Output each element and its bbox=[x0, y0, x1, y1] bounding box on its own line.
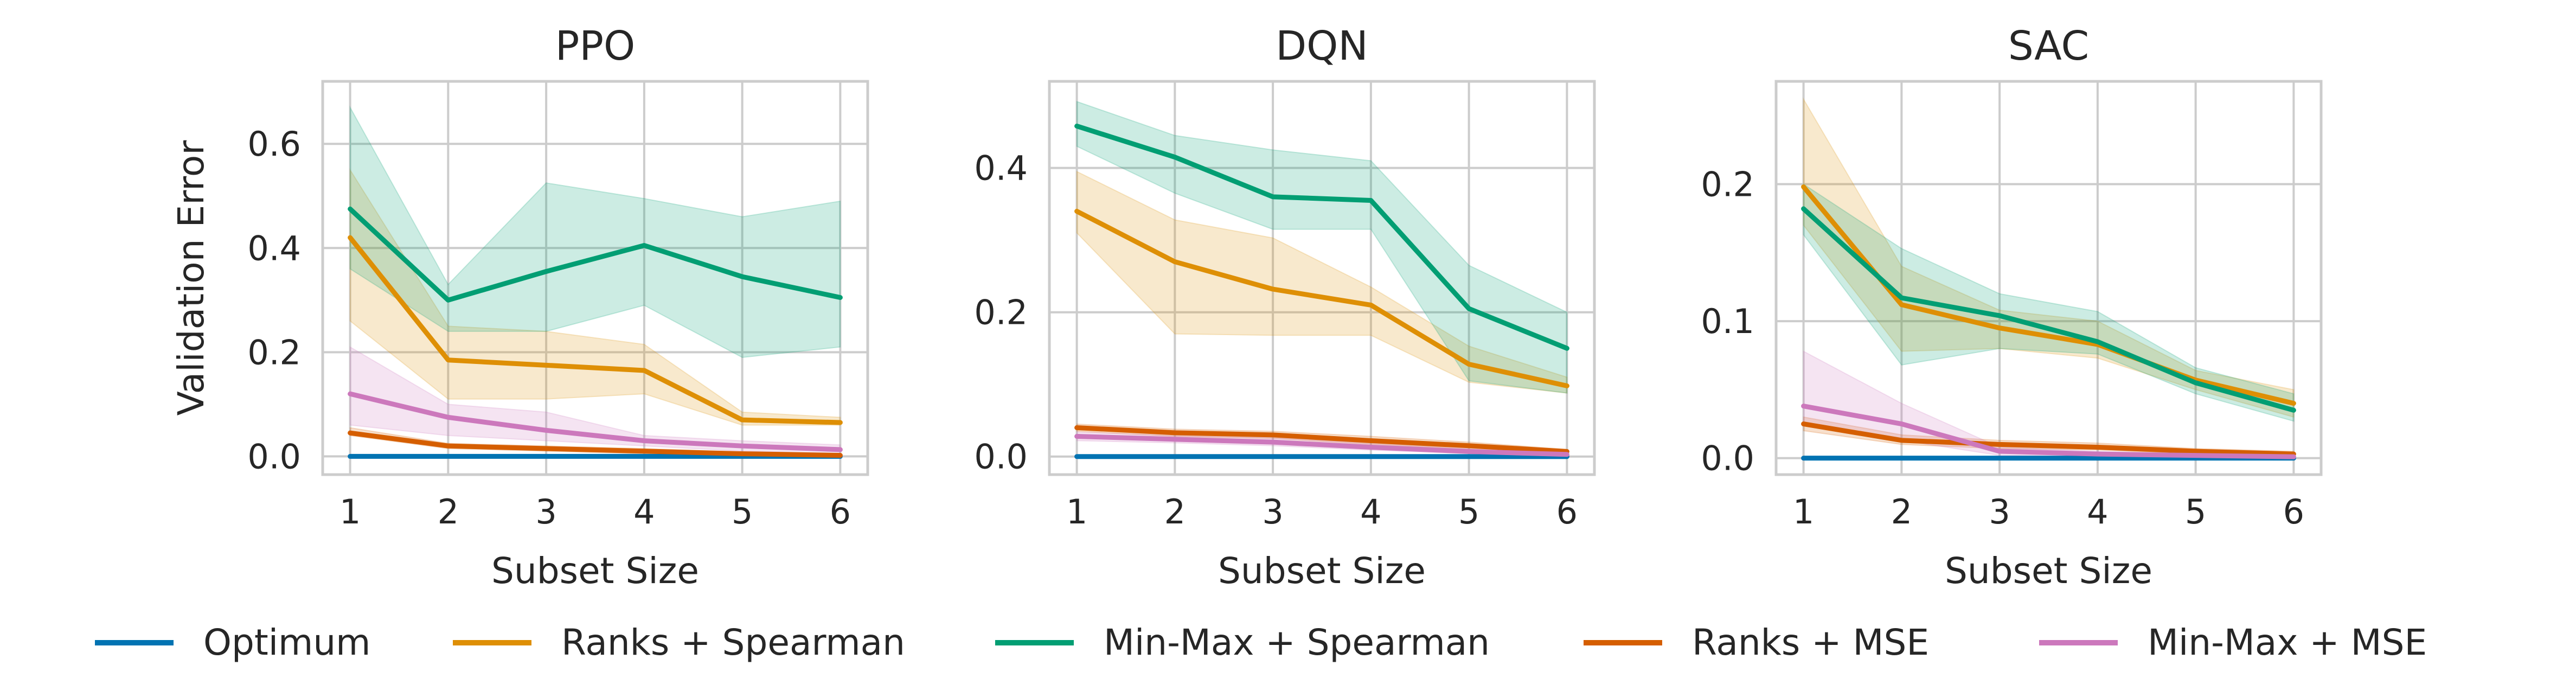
y-tick-label: 0.0 bbox=[1701, 439, 1754, 478]
x-tick-label: 1 bbox=[1066, 492, 1087, 532]
x-tick-label: 2 bbox=[1891, 492, 1912, 532]
legend-item-min-max-mse: Min-Max + MSE bbox=[2039, 622, 2427, 663]
line-ranks-mse bbox=[1801, 421, 2296, 457]
x-axis-label: Subset Size bbox=[491, 550, 699, 592]
legend-item-ranks-spearman: Ranks + Spearman bbox=[453, 622, 905, 663]
y-tick-label: 0.4 bbox=[247, 228, 301, 268]
line-ranks-spearman bbox=[348, 235, 843, 425]
x-tick-label: 4 bbox=[2087, 492, 2108, 532]
line-ranks-mse bbox=[1074, 425, 1569, 454]
plot-frame bbox=[1048, 80, 1596, 476]
line-ranks-spearman bbox=[1074, 208, 1569, 388]
x-tick-label: 4 bbox=[633, 492, 655, 532]
band-min-max-spearman bbox=[1076, 100, 1568, 394]
line-ranks-mse bbox=[348, 430, 843, 458]
legend-label: Ranks + MSE bbox=[1692, 622, 1929, 663]
band-ranks-spearman bbox=[1803, 97, 2295, 418]
legend-label: Ranks + Spearman bbox=[561, 622, 905, 663]
y-tick-label: 0.1 bbox=[1701, 302, 1754, 341]
x-tick-label: 3 bbox=[535, 492, 556, 532]
line-min-max-spearman bbox=[348, 206, 843, 303]
legend-label: Min-Max + Spearman bbox=[1104, 622, 1490, 663]
panel-dqn: 1 2 3 4 5 6 0.0 0.2 0.4 DQN Subset Size bbox=[974, 23, 1596, 592]
plot-frame bbox=[321, 80, 869, 476]
y-tick-label: 0.0 bbox=[974, 437, 1028, 477]
x-axis-label: Subset Size bbox=[1945, 550, 2152, 592]
y-tick-label: 0.4 bbox=[974, 149, 1028, 188]
legend-item-min-max-spearman: Min-Max + Spearman bbox=[995, 622, 1490, 663]
x-tick-label: 6 bbox=[830, 492, 851, 532]
x-tick-label: 6 bbox=[1556, 492, 1578, 532]
band-ranks-spearman bbox=[1076, 170, 1568, 394]
band-min-max-spearman bbox=[1803, 183, 2295, 422]
legend-item-optimum: Optimum bbox=[95, 622, 370, 663]
y-tick-label: 0.2 bbox=[1701, 164, 1754, 204]
line-min-max-mse bbox=[1074, 433, 1569, 457]
x-tick-label: 1 bbox=[1793, 492, 1814, 532]
x-tick-label: 3 bbox=[1262, 492, 1283, 532]
plot-frame bbox=[1774, 80, 2323, 476]
x-tick-label: 2 bbox=[1164, 492, 1186, 532]
x-tick-label: 5 bbox=[2185, 492, 2206, 532]
legend-label: Min-Max + MSE bbox=[2148, 622, 2427, 663]
panel-ppo: 1 2 3 4 5 6 0.0 0.2 0.4 0.6 PPO Subset Size Validati… bbox=[170, 23, 869, 592]
panel-title: PPO bbox=[555, 23, 636, 69]
legend-item-ranks-mse: Ranks + MSE bbox=[1584, 622, 1929, 663]
x-tick-label: 3 bbox=[1989, 492, 2010, 532]
x-tick-label: 2 bbox=[438, 492, 459, 532]
y-axis-label: Validation Error bbox=[170, 140, 212, 416]
plot-area bbox=[1776, 81, 2321, 475]
y-tick-label: 0.0 bbox=[247, 437, 301, 476]
line-min-max-mse bbox=[1801, 404, 2296, 459]
x-tick-label: 6 bbox=[2283, 492, 2304, 532]
x-tick-label: 5 bbox=[732, 492, 753, 532]
legend: Optimum Ranks + Spearman Min-Max + Spearma… bbox=[95, 622, 2427, 663]
line-min-max-spearman bbox=[1074, 123, 1569, 351]
legend-label: Optimum bbox=[203, 622, 370, 663]
line-min-max-mse bbox=[348, 391, 843, 452]
panel-sac: 1 2 3 4 5 6 0.0 0.1 0.2 SAC Subset Size bbox=[1701, 23, 2323, 592]
line-min-max-spearman bbox=[1801, 206, 2296, 413]
panel-title: SAC bbox=[2008, 23, 2089, 69]
y-tick-label: 0.2 bbox=[974, 293, 1028, 332]
y-tick-label: 0.6 bbox=[247, 124, 301, 164]
x-axis-label: Subset Size bbox=[1218, 550, 1426, 592]
panel-title: DQN bbox=[1276, 23, 1368, 69]
x-tick-label: 5 bbox=[1458, 492, 1479, 532]
y-tick-label: 0.2 bbox=[247, 332, 301, 372]
x-tick-label: 1 bbox=[339, 492, 361, 532]
x-tick-label: 4 bbox=[1360, 492, 1381, 532]
